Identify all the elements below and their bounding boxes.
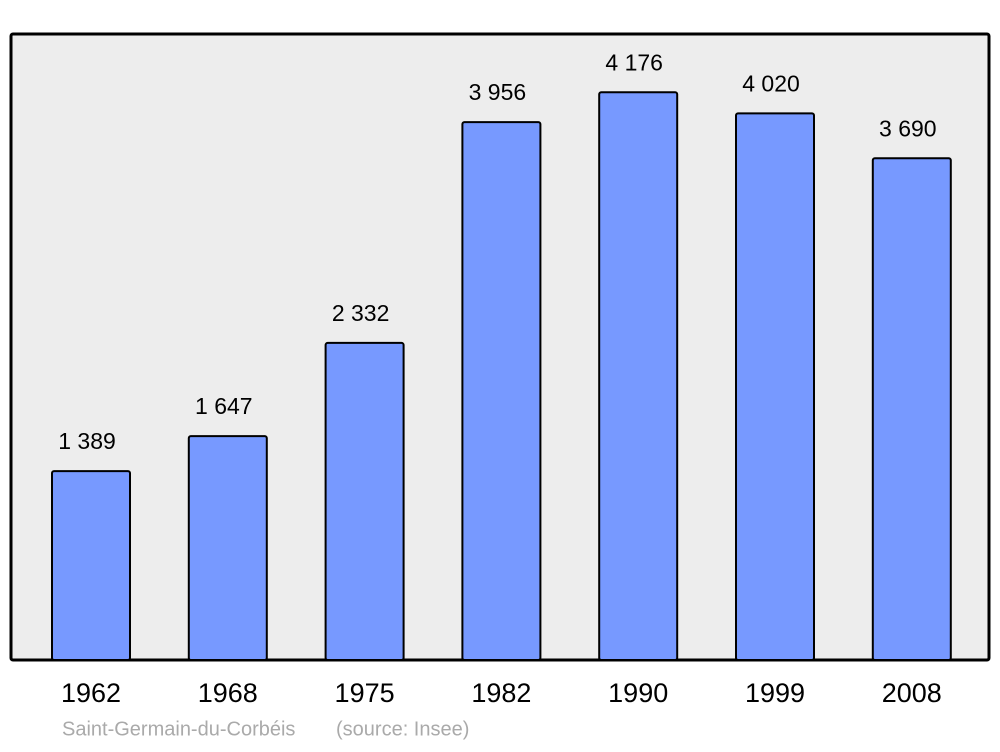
value-label: 3 690 — [879, 115, 937, 141]
bar — [871, 157, 952, 661]
value-label: 2 332 — [332, 300, 390, 326]
x-tick-label: 1975 — [335, 678, 395, 708]
x-tick-label: 1990 — [608, 678, 668, 708]
bar — [51, 470, 131, 661]
value-label: 3 956 — [469, 79, 527, 105]
value-label: 4 020 — [742, 71, 800, 97]
bar — [461, 121, 542, 662]
x-tick-label: 1962 — [61, 678, 121, 708]
x-tick-label: 1982 — [471, 678, 531, 708]
x-tick-label: 2008 — [882, 678, 942, 708]
value-label: 1 647 — [195, 393, 253, 419]
value-label: 1 389 — [58, 428, 116, 454]
value-label: 4 176 — [605, 49, 663, 75]
bar — [735, 112, 815, 662]
source: (source: Insee) — [336, 718, 469, 740]
bar — [598, 91, 679, 661]
x-tick-label: 1968 — [198, 678, 258, 708]
x-tick-label: 1999 — [745, 678, 805, 708]
bar — [187, 435, 268, 661]
caption: Saint-Germain-du-Corbéis — [62, 718, 295, 740]
bar — [324, 341, 405, 661]
